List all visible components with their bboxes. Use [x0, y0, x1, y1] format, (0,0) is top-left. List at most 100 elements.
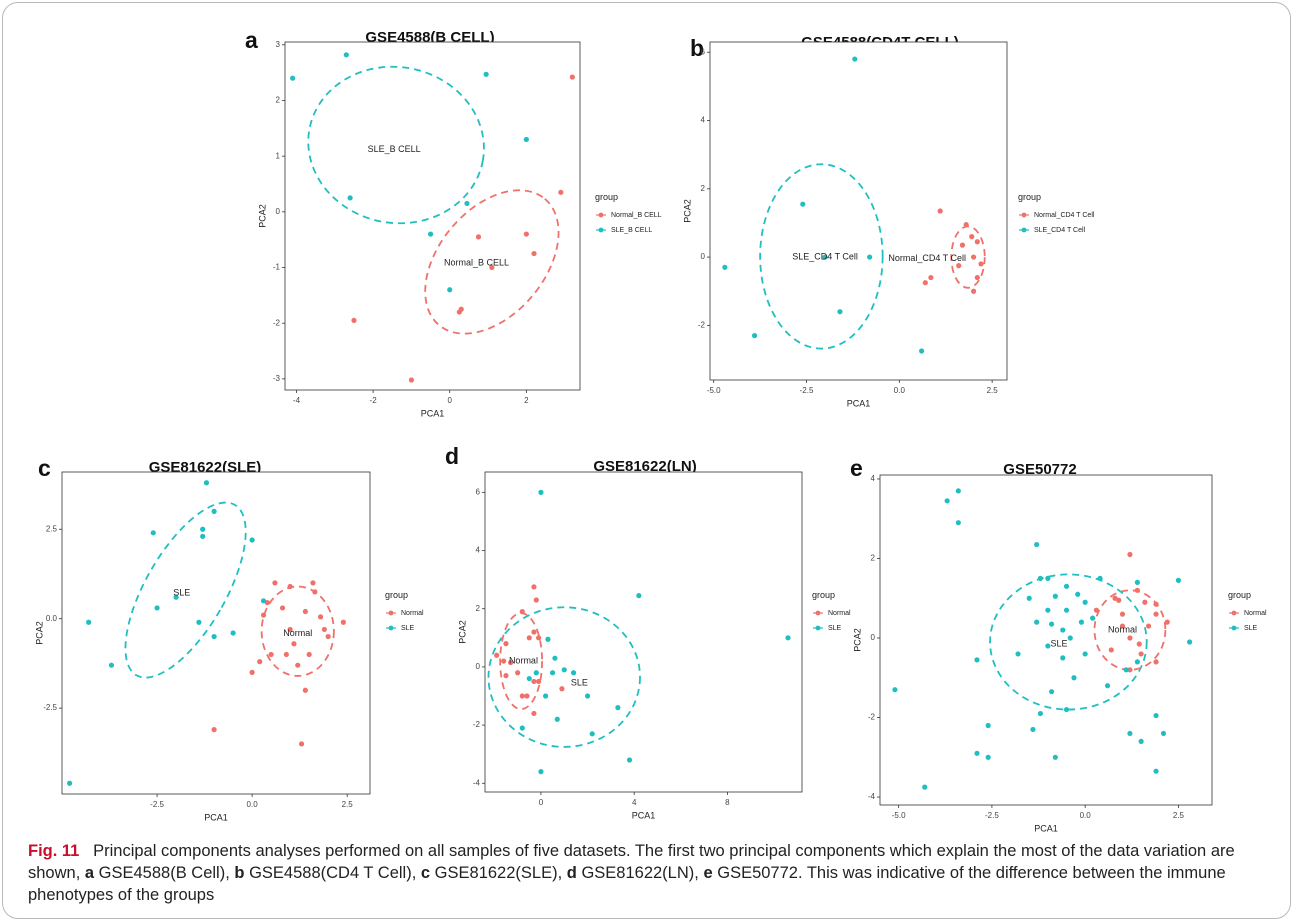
panel-c-point-sle [203, 480, 210, 486]
panel-a-y-axis-label: PCA2 [257, 204, 267, 228]
panel-e-y-tick-label: 0 [871, 633, 876, 642]
panel-d-point-sle [636, 593, 642, 599]
panel-b-point-normal [974, 274, 980, 281]
panel-d-point-sle [570, 670, 577, 676]
panel-d-point-normal [501, 658, 507, 664]
panel-c-point-normal [310, 580, 316, 586]
panel-b-y-tick-label: 4 [701, 116, 706, 125]
panel-d-point-normal [519, 693, 525, 699]
panel-a-y-tick-label: -3 [273, 374, 281, 383]
panel-c-point-normal [312, 589, 318, 595]
panel-b-point-sle [800, 201, 806, 207]
panel-a-x-tick-label: -4 [293, 396, 301, 405]
panel-a-point-normal [475, 234, 482, 240]
panel-e-x-tick-label: -5.0 [892, 811, 906, 820]
panel-e-point-sle [955, 488, 961, 494]
panel-d-point-sle [543, 693, 549, 699]
panel-e-point-sle [1104, 683, 1111, 689]
panel-e-point-normal [1153, 601, 1159, 607]
panel-c-y-axis-label: PCA2 [34, 621, 44, 645]
panel-b-y-tick-label: 6 [701, 47, 706, 56]
panel-a-point-sle [290, 75, 296, 81]
panel-c-letter: c [38, 455, 51, 481]
panel-d-point-normal [531, 710, 537, 717]
panel-a-y-tick-label: -1 [273, 263, 281, 272]
caption-item-b: GSE4588(CD4 T Cell), [249, 864, 417, 882]
panel-b-point-sle [822, 254, 828, 260]
panel-d-point-normal [503, 641, 509, 647]
panel-c-x-axis-label: PCA1 [204, 812, 228, 822]
panel-d-x-axis-label: PCA1 [632, 810, 656, 820]
panel-d-point-normal [508, 659, 514, 666]
panel-d-y-tick-label: 6 [476, 487, 481, 496]
panel-a-point-sle [447, 287, 453, 293]
panel-e-point-normal [1145, 623, 1152, 629]
panel-a-y-tick-label: 2 [276, 96, 281, 105]
panel-a-point-sle [347, 195, 353, 201]
panel-e-letter: e [850, 455, 863, 481]
panel-c-point-sle [200, 533, 206, 540]
panel-b-letter: b [690, 35, 704, 61]
panel-a-point-sle [483, 71, 489, 77]
panel-e-point-sle [1052, 754, 1058, 760]
panel-e-point-sle [1160, 730, 1167, 737]
panel-e-y-tick-label: -4 [868, 792, 876, 801]
panel-c-x-tick-label: 2.5 [342, 800, 354, 809]
panel-e-y-axis-label: PCA2 [852, 628, 862, 652]
panel-e-point-sle [1127, 730, 1133, 737]
panel-a-point-normal [351, 317, 357, 323]
panel-e-point-normal [1108, 647, 1114, 653]
panel-c-point-normal [211, 727, 217, 733]
panel-e-point-sle [1082, 599, 1088, 605]
panel-c-point-normal [260, 612, 267, 618]
panel-e-point-sle [955, 520, 961, 526]
panel-c-point-normal [302, 608, 308, 615]
panel-a-point-normal [523, 231, 529, 237]
panel-c-point-normal [306, 651, 312, 658]
panel-b-ellipse-sle [759, 163, 884, 350]
panel-c-point-sle [200, 526, 206, 532]
panel-e-point-sle [1153, 712, 1159, 719]
panel-d-y-tick-label: 0 [476, 662, 481, 671]
panel-e-x-axis-label: PCA1 [1034, 823, 1058, 833]
panel-b-annotation: Normal_CD4 T Cell [888, 253, 966, 263]
panel-e-point-sle [1037, 710, 1044, 717]
caption-item-a: GSE4588(B Cell), [98, 864, 230, 882]
panel-c-point-normal [257, 659, 263, 665]
panel-a-legend-key-dot [598, 227, 604, 233]
panel-c-legend-title: group [385, 590, 408, 600]
panel-e-point-sle [1045, 607, 1051, 613]
caption-fig-label: Fig. 11 [28, 842, 80, 860]
panel-b-point-sle [837, 309, 843, 315]
panel-d-point-sle [615, 705, 621, 711]
panel-c-point-normal [321, 626, 327, 633]
panel-d-legend-title: group [812, 590, 835, 600]
panel-e-legend-title: group [1228, 590, 1251, 600]
panel-e-legend-key-dot [1231, 610, 1237, 616]
panel-a-point-sle [464, 200, 470, 207]
panel-b-point-normal [970, 288, 977, 294]
panel-d-point-sle [785, 635, 791, 641]
panel-e-annotation: Normal [1108, 624, 1137, 634]
panel-e-point-normal [1119, 623, 1126, 629]
panel-b-y-tick-label: -2 [698, 320, 706, 329]
panel-c-annotation: Normal [283, 628, 312, 638]
panel-d-y-tick-label: -2 [473, 720, 481, 729]
panel-c-point-sle [150, 530, 156, 536]
panel-d-point-sle [561, 667, 567, 673]
panel-e-point-sle [944, 498, 950, 504]
panel-d-annotation: SLE [571, 677, 588, 687]
panel-e-x-tick-label: -2.5 [985, 811, 999, 820]
panel-c-point-normal [283, 651, 289, 658]
panel-e-point-normal [1127, 551, 1133, 558]
panel-d-point-normal [531, 629, 537, 635]
caption-item-c: GSE81622(SLE), [434, 864, 563, 882]
panel-a-annotation: SLE_B CELL [368, 144, 421, 154]
panel-b-point-sle [919, 348, 925, 354]
panel-d-point-sle [538, 769, 544, 775]
panel-e-point-sle [1082, 651, 1088, 657]
panel-e-y-tick-label: 2 [871, 554, 876, 563]
panel-d-x-tick-label: 0 [539, 798, 544, 807]
caption-item-d: GSE81622(LN), [581, 864, 699, 882]
panel-b-point-normal [969, 234, 975, 240]
